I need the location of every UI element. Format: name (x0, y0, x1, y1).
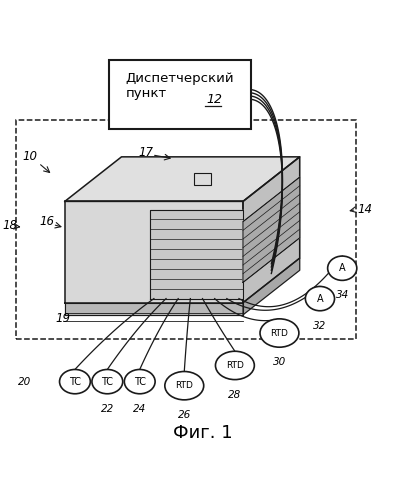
Bar (194, 173, 211, 185)
Text: 12: 12 (207, 93, 223, 106)
Text: Диспетчерский
пункт: Диспетчерский пункт (126, 72, 234, 100)
Text: 30: 30 (273, 358, 286, 368)
Text: 26: 26 (178, 410, 191, 420)
Bar (109, 60, 251, 128)
Ellipse shape (260, 319, 299, 347)
Bar (16, 120, 356, 339)
Text: Фиг. 1: Фиг. 1 (173, 424, 232, 442)
Text: 28: 28 (228, 390, 241, 400)
Text: RTD: RTD (271, 328, 288, 338)
Text: TC: TC (134, 376, 146, 386)
Text: 14: 14 (357, 203, 372, 216)
Text: 24: 24 (133, 404, 146, 414)
Polygon shape (65, 202, 243, 302)
Text: 22: 22 (101, 404, 114, 414)
Text: A: A (339, 263, 345, 273)
Text: A: A (317, 294, 323, 304)
Ellipse shape (60, 370, 90, 394)
Ellipse shape (215, 351, 254, 380)
Polygon shape (243, 157, 300, 302)
Text: 34: 34 (336, 290, 349, 300)
Polygon shape (65, 157, 300, 202)
Polygon shape (150, 210, 243, 298)
Text: 18: 18 (2, 219, 18, 232)
Text: RTD: RTD (226, 361, 244, 370)
Ellipse shape (124, 370, 155, 394)
Text: 19: 19 (55, 312, 70, 326)
Ellipse shape (328, 256, 357, 280)
Text: 20: 20 (18, 376, 31, 386)
Ellipse shape (305, 286, 335, 311)
Text: 16: 16 (39, 215, 54, 228)
Ellipse shape (165, 372, 204, 400)
Text: 17: 17 (138, 146, 153, 160)
Polygon shape (243, 177, 300, 282)
Text: TC: TC (101, 376, 113, 386)
Text: 10: 10 (23, 150, 38, 164)
Text: 32: 32 (313, 321, 326, 331)
Text: RTD: RTD (175, 381, 193, 390)
Ellipse shape (92, 370, 123, 394)
Polygon shape (243, 258, 300, 315)
Text: TC: TC (69, 376, 81, 386)
Polygon shape (65, 302, 243, 315)
